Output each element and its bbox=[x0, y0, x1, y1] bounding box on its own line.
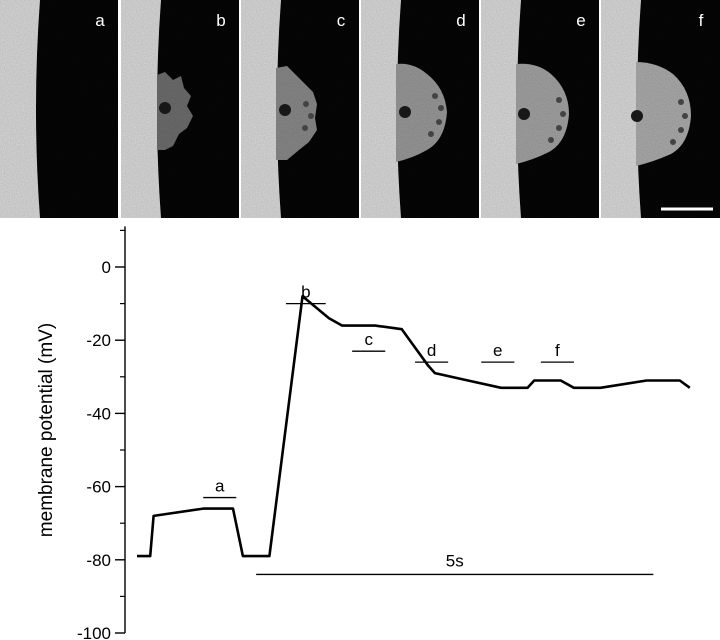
y-tick-label: 0 bbox=[102, 258, 111, 277]
series-line bbox=[137, 295, 691, 558]
panel-label-d: d bbox=[456, 11, 465, 30]
image-panel-a: a bbox=[0, 0, 118, 218]
y-axis-label: membrane potential (mV) bbox=[36, 323, 57, 537]
y-tick-label: -60 bbox=[86, 478, 111, 497]
image-panel-c: c bbox=[241, 0, 359, 218]
annotation-label: d bbox=[427, 341, 436, 360]
annotation-label: a bbox=[215, 477, 225, 496]
y-tick-label: -80 bbox=[86, 551, 111, 570]
time-scale-bar-label: 5s bbox=[446, 551, 464, 570]
y-tick-label: -40 bbox=[86, 404, 111, 423]
annotation-label: e bbox=[493, 341, 502, 360]
chart: 0 -20 -40 -60 -80 -100 membrane potential (mV… bbox=[36, 226, 691, 640]
annotations: a b c d e f bbox=[203, 283, 574, 499]
panel-label-f: f bbox=[699, 11, 704, 30]
panel-label-c: c bbox=[337, 11, 346, 30]
y-tick-label: -20 bbox=[86, 331, 111, 350]
image-panel-f: f bbox=[601, 0, 720, 218]
image-panel-e: e bbox=[481, 0, 599, 218]
annotation-label: f bbox=[555, 341, 560, 360]
annotation-label: b bbox=[301, 283, 310, 302]
image-panel-d: d bbox=[361, 0, 479, 218]
panel-label-b: b bbox=[216, 11, 225, 30]
annotation-label: c bbox=[364, 330, 373, 349]
panel-label-a: a bbox=[95, 11, 105, 30]
y-axis: 0 -20 -40 -60 -80 -100 bbox=[77, 226, 126, 640]
panel-label-e: e bbox=[576, 11, 585, 30]
y-tick-label: -100 bbox=[77, 624, 111, 640]
image-panel-b: b bbox=[121, 0, 239, 218]
